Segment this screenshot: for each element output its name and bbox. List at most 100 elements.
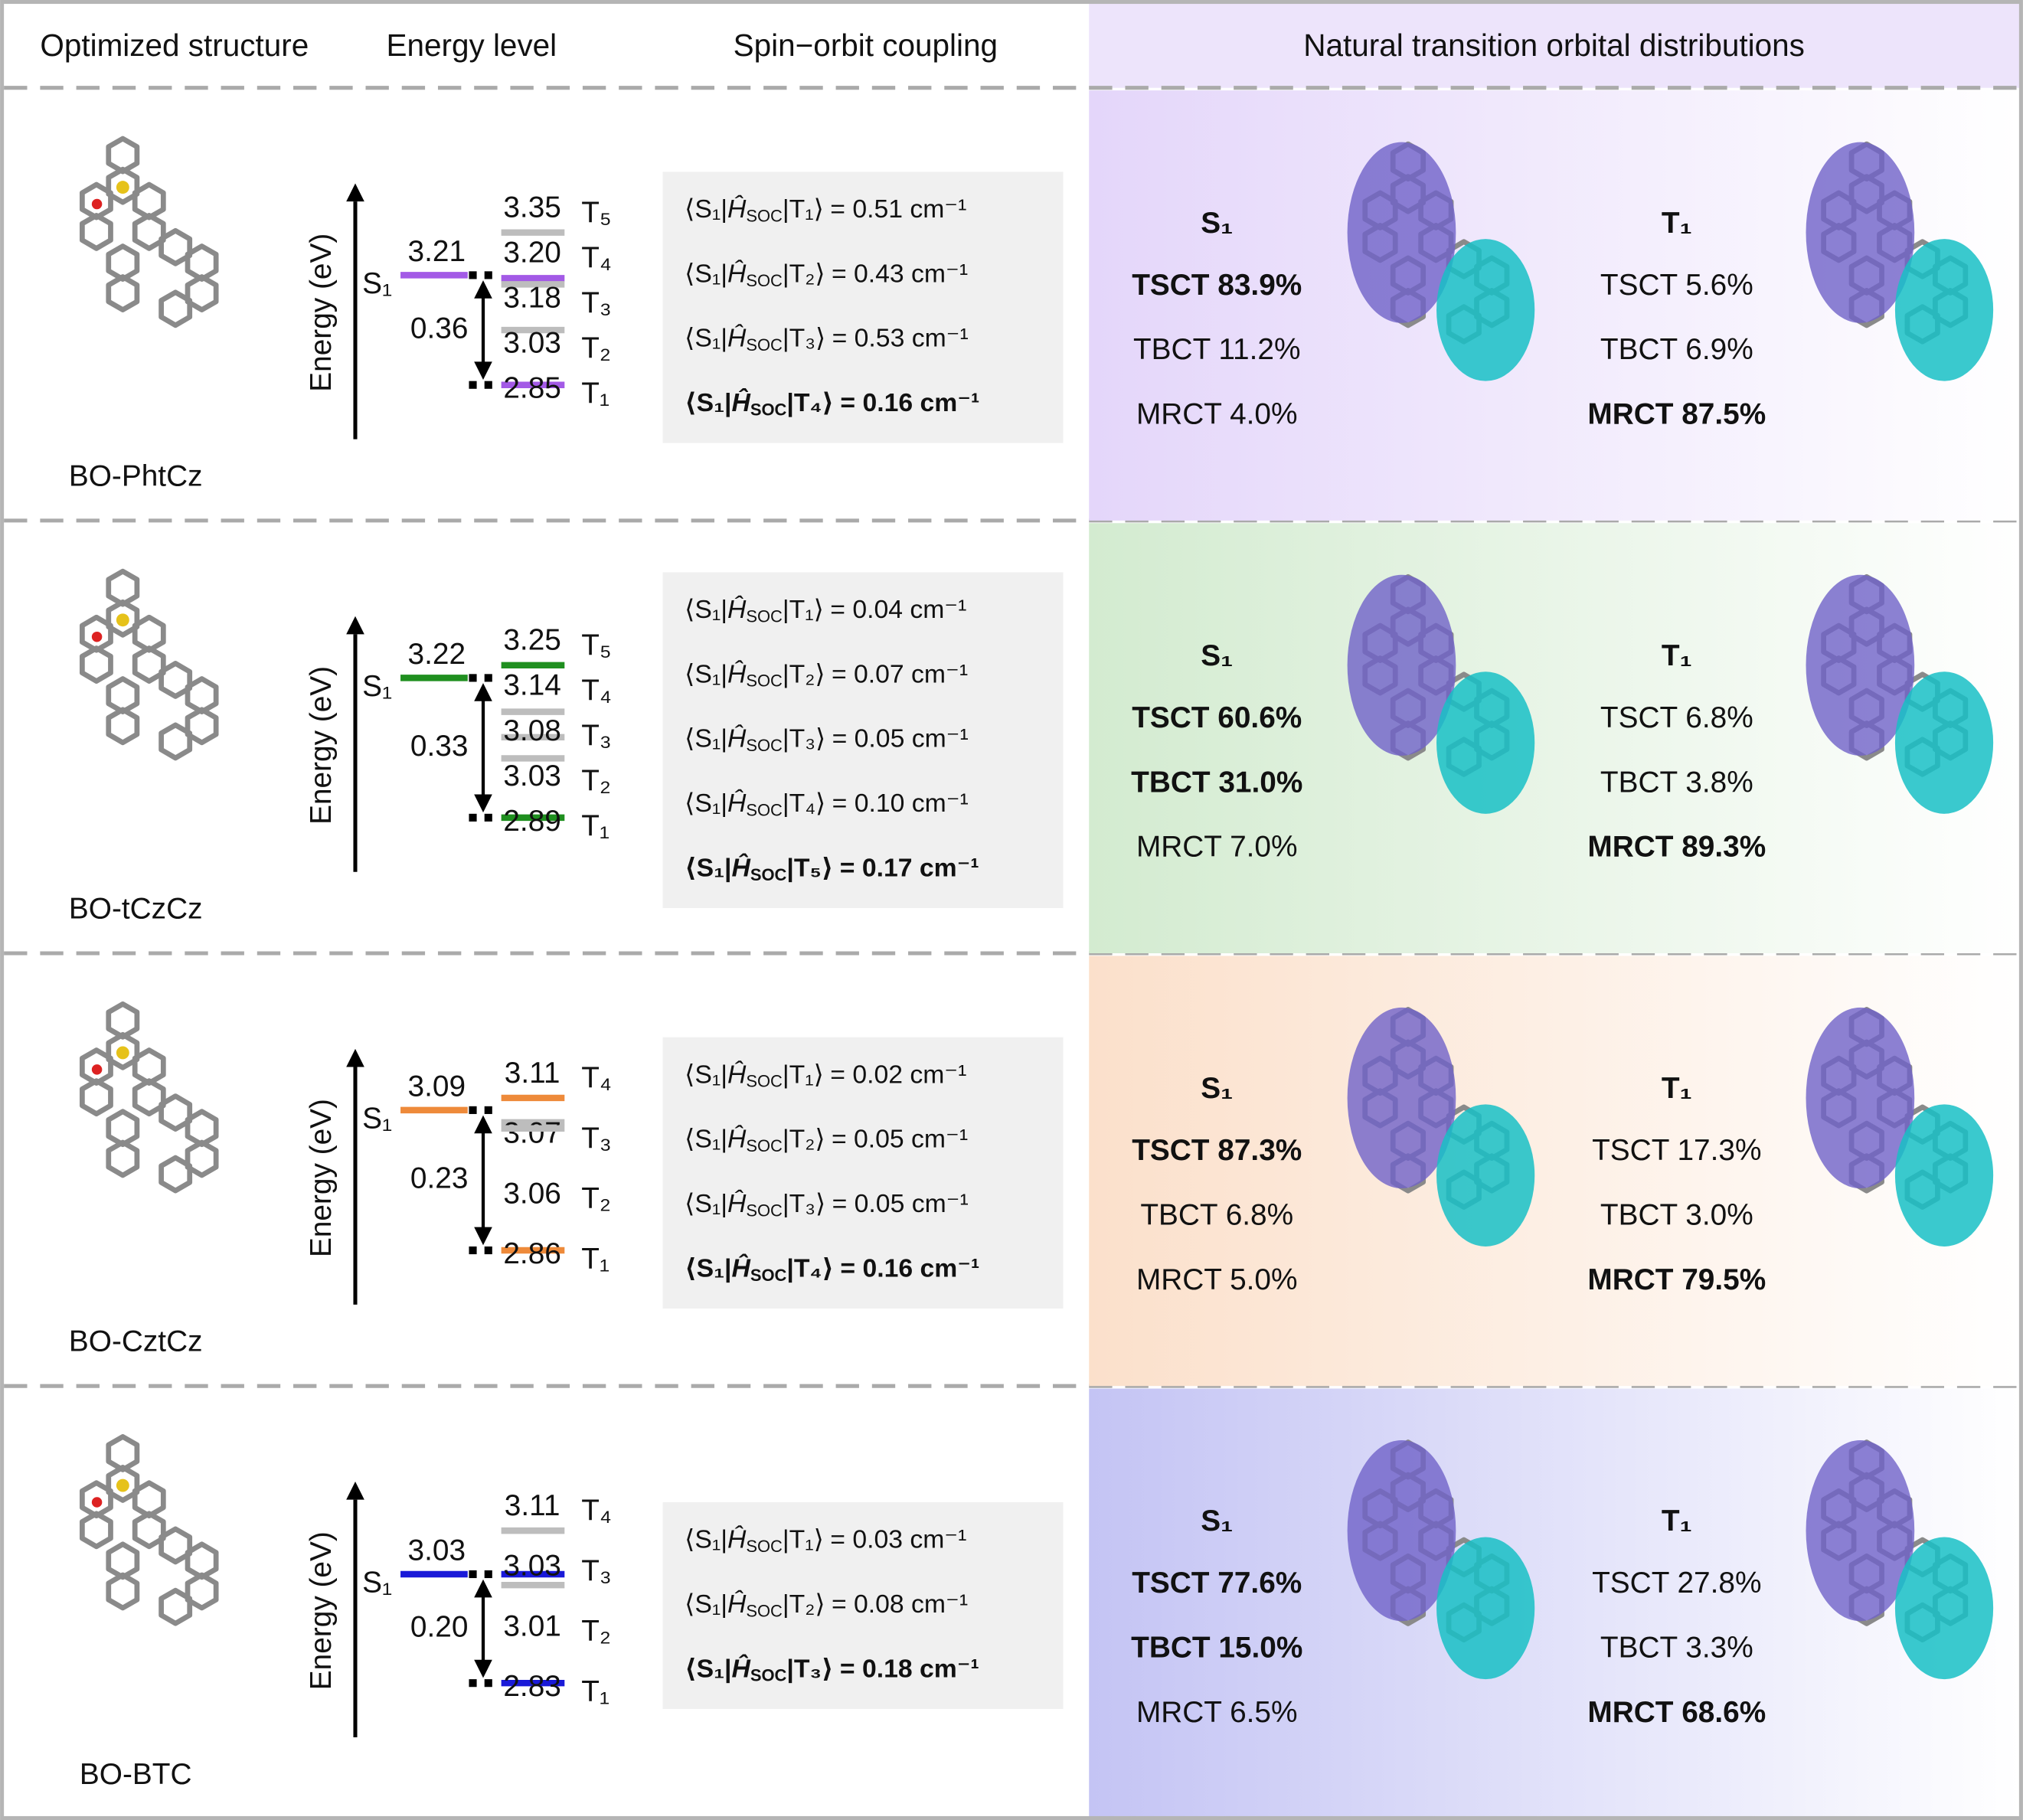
electron-density: [1436, 239, 1535, 381]
header-nto-background: [1089, 2, 2021, 88]
soc-operator-sub: SOC: [746, 1201, 783, 1220]
s1-label: S₁: [362, 267, 392, 300]
soc-box: [662, 572, 1064, 908]
soc-operator: Ĥ: [727, 789, 747, 818]
triplet-value: 2.86: [503, 1237, 561, 1270]
soc-operator: Ĥ: [731, 1253, 750, 1282]
nto-contribution: TSCT 83.9%: [1132, 269, 1302, 302]
nto-state: S₁: [1201, 207, 1233, 240]
soc-operator-sub: SOC: [746, 206, 783, 225]
soc-bra: ⟨S₁|: [685, 853, 731, 882]
hole-density: [1347, 574, 1456, 756]
s1-label: S₁: [362, 670, 392, 703]
hole-density: [1347, 1007, 1456, 1189]
soc-ket: |T₃⟩: [783, 324, 825, 353]
soc-operator: Ĥ: [727, 194, 747, 224]
ring: [106, 1139, 140, 1178]
triplet-value: 3.18: [503, 282, 561, 315]
header-soc: Spin−orbit coupling: [734, 28, 998, 63]
soc-value: = 0.18 cm⁻¹: [840, 1654, 979, 1683]
ring: [185, 1139, 219, 1178]
soc-value: = 0.04 cm⁻¹: [830, 595, 966, 624]
nto-contribution: TSCT 5.6%: [1600, 269, 1753, 302]
soc-ket: |T₁⟩: [783, 194, 824, 224]
arrow-head: [346, 1048, 364, 1067]
soc-bra: ⟨S₁|: [685, 388, 731, 417]
soc-operator-sub: SOC: [746, 606, 783, 626]
ring: [185, 1572, 219, 1611]
triplet-value: 2.85: [503, 372, 561, 405]
ring: [185, 274, 219, 312]
molecule-name: BO-BTC: [80, 1758, 192, 1791]
triplet-value: 3.35: [503, 191, 561, 224]
soc-operator: Ĥ: [727, 724, 747, 753]
arrow-head: [474, 794, 492, 813]
arrow-head: [474, 1659, 492, 1678]
atom-s: [116, 1046, 129, 1060]
nto-contribution: TBCT 3.3%: [1600, 1632, 1753, 1665]
triplet-value: 3.03: [503, 327, 561, 360]
ring: [159, 1587, 193, 1626]
nto-contribution: TBCT 3.0%: [1600, 1198, 1753, 1231]
soc-ket: |T₃⟩: [783, 724, 825, 753]
connector-dot: [484, 381, 492, 389]
soc-bra: ⟨S₁|: [685, 1060, 727, 1089]
nto-contribution: TBCT 31.0%: [1131, 766, 1302, 799]
soc-operator-sub: SOC: [746, 1601, 783, 1620]
triplet-label: T₃: [581, 1554, 612, 1587]
soc-bra: ⟨S₁|: [685, 259, 727, 288]
triplet-label: T₁: [581, 377, 610, 410]
soc-line: ⟨S₁|ĤSOC|T₁⟩ = 0.02 cm⁻¹: [685, 1060, 966, 1090]
nto-contribution: TBCT 3.8%: [1600, 766, 1753, 799]
nto-contribution: TSCT 87.3%: [1132, 1134, 1302, 1167]
soc-value: = 0.03 cm⁻¹: [830, 1525, 966, 1554]
header-energy: Energy level: [386, 28, 557, 63]
triplet-value: 3.11: [505, 1489, 560, 1522]
ring: [106, 1031, 140, 1070]
gap-value: 0.20: [410, 1610, 469, 1643]
triplet-value: 3.11: [505, 1057, 560, 1090]
soc-bra: ⟨S₁|: [685, 789, 727, 818]
connector-dot: [469, 1570, 477, 1579]
nto-contribution: MRCT 7.0%: [1136, 831, 1298, 864]
arrow-head: [346, 183, 364, 202]
s1-value: 3.22: [408, 638, 466, 671]
triplet-value: 3.03: [503, 1550, 561, 1583]
soc-operator: Ĥ: [731, 853, 750, 882]
soc-ket: |T₁⟩: [783, 1525, 824, 1554]
ring: [159, 289, 193, 328]
soc-line: ⟨S₁|ĤSOC|T₄⟩ = 0.16 cm⁻¹: [685, 1253, 979, 1284]
molecule-name: BO-CztCz: [69, 1325, 203, 1358]
triplet-label: T₅: [581, 629, 611, 662]
soc-line: ⟨S₁|ĤSOC|T₂⟩ = 0.43 cm⁻¹: [685, 259, 968, 289]
soc-operator: Ĥ: [727, 1189, 747, 1218]
arrow-head: [474, 1115, 492, 1134]
soc-operator-sub: SOC: [746, 1136, 783, 1155]
soc-bra: ⟨S₁|: [685, 194, 727, 224]
soc-ket: |T₄⟩: [786, 1253, 834, 1282]
s1-value: 3.09: [408, 1070, 466, 1103]
triplet-label: T₁: [581, 810, 610, 843]
ring: [159, 722, 193, 761]
soc-bra: ⟨S₁|: [685, 1189, 727, 1218]
nto-state: T₁: [1662, 207, 1692, 240]
electron-density: [1894, 239, 1994, 381]
soc-value: = 0.17 cm⁻¹: [840, 853, 979, 882]
soc-ket: |T₃⟩: [783, 1189, 825, 1218]
nto-contribution: TBCT 11.2%: [1133, 333, 1300, 366]
soc-operator: Ĥ: [727, 259, 747, 288]
nto-contribution: TSCT 6.8%: [1600, 701, 1753, 734]
hole-density: [1806, 1440, 1915, 1622]
nto-state: S₁: [1201, 1072, 1233, 1105]
soc-line: ⟨S₁|ĤSOC|T₂⟩ = 0.07 cm⁻¹: [685, 659, 968, 690]
atom-s: [116, 613, 129, 627]
triplet-value: 3.20: [503, 237, 561, 270]
electron-density: [1894, 1537, 1994, 1680]
soc-bra: ⟨S₁|: [685, 595, 727, 624]
s1-value: 3.21: [408, 235, 466, 268]
nto-contribution: MRCT 79.5%: [1587, 1263, 1766, 1296]
triplet-label: T₁: [581, 1243, 610, 1276]
ring: [79, 1511, 113, 1550]
s1-label: S₁: [362, 1103, 392, 1135]
